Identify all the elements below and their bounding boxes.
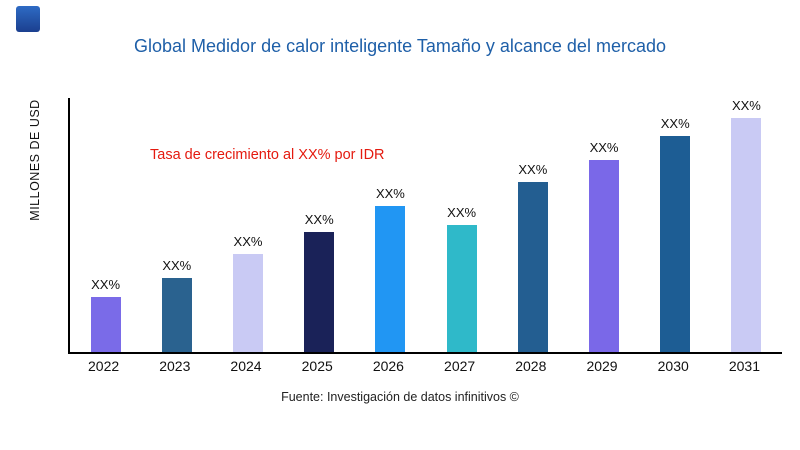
bar-value-label-2023: XX% [162,258,192,273]
bar-slot-2029: XX% [568,98,639,352]
x-tick-2024: 2024 [230,358,262,374]
bar-value-label-2025: XX% [304,212,334,227]
x-tick-2027: 2027 [444,358,476,374]
bar-value-label-2026: XX% [375,186,405,201]
logo [16,6,40,32]
source-text: Fuente: Investigación de datos infinitiv… [281,390,519,404]
bar-2025 [304,232,335,352]
x-tick-2026: 2026 [372,358,404,374]
bar-2023 [161,278,192,352]
bar-slot-2031: XX% [711,98,782,352]
x-tick-2025: 2025 [301,358,333,374]
bar-2026 [375,206,406,352]
bar-slot-2022: XX% [70,98,141,352]
growth-rate-annotation: Tasa de crecimiento al XX% por IDR [150,147,385,163]
bars-container: XX% XX% XX% XX% XX% XX% XX% XX% XX% XX% [70,98,782,352]
bar-2024 [233,254,263,352]
x-tick-2031: 2031 [728,358,760,374]
bar-slot-2030: XX% [640,98,711,352]
bar-value-label-2022: XX% [91,277,121,292]
x-tick-2030: 2030 [657,358,689,374]
x-tick-2023: 2023 [159,358,191,374]
bar-slot-2026: XX% [355,98,426,352]
bar-slot-2027: XX% [426,98,497,352]
bar-value-label-2029: XX% [589,140,619,155]
bar-value-label-2024: XX% [233,234,263,249]
bar-2030 [660,136,691,352]
y-axis-label: MILLONES DE USD [28,99,42,221]
bar-slot-2023: XX% [141,98,212,352]
bar-value-label-2028: XX% [518,162,548,177]
x-tick-2028: 2028 [515,358,547,374]
chart-title: Global Medidor de calor inteligente Tama… [134,36,666,56]
bar-2029 [589,160,620,352]
x-tick-2029: 2029 [586,358,618,374]
bar-slot-2025: XX% [284,98,355,352]
bar-2027 [446,225,477,352]
x-tick-2022: 2022 [88,358,120,374]
bar-value-label-2031: XX% [731,98,761,113]
bar-slot-2024: XX% [212,98,283,352]
bar-slot-2028: XX% [497,98,568,352]
bar-2031 [731,118,762,352]
bar-2022 [90,297,121,352]
bar-2028 [517,182,548,352]
plot-area: XX% XX% XX% XX% XX% XX% XX% XX% XX% XX% [68,98,782,354]
bar-value-label-2030: XX% [660,116,690,131]
x-axis-ticks: 2022 2023 2024 2025 2026 2027 2028 2029 2030 2031 [68,358,780,374]
bar-value-label-2027: XX% [447,205,477,220]
